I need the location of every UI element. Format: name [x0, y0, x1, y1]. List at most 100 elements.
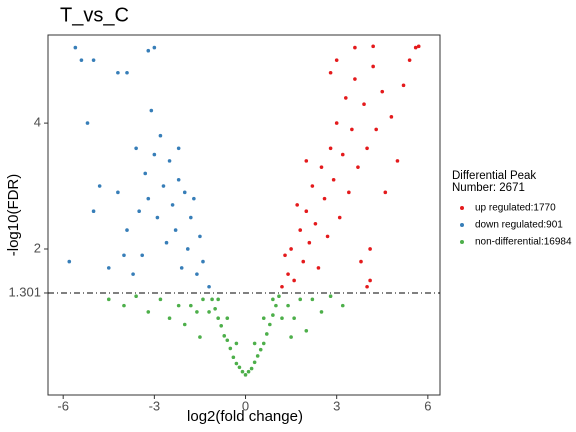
point: [207, 284, 211, 289]
point: [304, 159, 309, 163]
point: [350, 127, 354, 132]
point: [225, 338, 230, 343]
point: [347, 190, 351, 195]
point: [158, 133, 163, 138]
legend-label: up regulated:1770: [475, 203, 556, 214]
point: [249, 366, 254, 371]
point: [328, 70, 333, 75]
point: [261, 316, 266, 321]
point: [252, 360, 257, 365]
point: [219, 323, 224, 328]
point: [85, 121, 90, 125]
point: [146, 310, 151, 314]
y-tick-label: 2: [34, 240, 41, 255]
point: [189, 215, 193, 220]
x-tick-label: -3: [149, 398, 161, 413]
point: [116, 70, 120, 75]
point: [195, 272, 199, 276]
point: [198, 335, 202, 339]
point: [140, 253, 145, 258]
point: [122, 253, 126, 258]
point: [198, 234, 202, 239]
point: [216, 297, 220, 302]
point: [343, 96, 348, 100]
point: [413, 45, 418, 50]
point: [173, 228, 178, 232]
point: [280, 284, 284, 289]
point: [234, 361, 239, 366]
point: [298, 228, 303, 232]
point: [182, 190, 187, 195]
point: [152, 152, 157, 157]
point: [362, 102, 366, 107]
point: [246, 369, 251, 374]
point: [106, 297, 111, 302]
y-tick-label: 4: [34, 115, 41, 130]
point: [201, 259, 205, 264]
point: [167, 159, 172, 163]
point: [222, 334, 227, 338]
point: [91, 209, 96, 214]
point: [73, 45, 78, 50]
point: [328, 294, 333, 298]
point: [368, 278, 372, 283]
point: [255, 354, 260, 358]
plot-frame: [47, 34, 441, 396]
point: [231, 355, 236, 360]
point: [307, 240, 312, 245]
point: [389, 115, 394, 119]
point: [353, 45, 357, 50]
point: [161, 184, 166, 188]
point: [283, 253, 287, 258]
point: [310, 297, 315, 302]
point: [407, 58, 412, 62]
point: [170, 203, 175, 207]
point: [149, 108, 154, 113]
point: [252, 341, 257, 346]
point: [337, 215, 342, 220]
point: [319, 165, 324, 169]
point: [268, 322, 272, 327]
legend-label: non-differential:16984: [475, 237, 572, 248]
point: [143, 171, 148, 176]
point: [182, 322, 187, 327]
point: [97, 184, 102, 188]
point: [401, 83, 406, 88]
point: [289, 335, 293, 339]
point: [286, 303, 290, 308]
point: [225, 316, 230, 321]
point: [274, 303, 278, 308]
point: [310, 184, 315, 188]
point: [240, 369, 245, 374]
point: [134, 294, 138, 298]
point: [213, 306, 217, 311]
point: [146, 196, 151, 201]
point: [137, 209, 141, 214]
point: [416, 44, 421, 49]
point: [207, 310, 211, 314]
legend-title: Number: 2671: [452, 182, 525, 194]
point: [368, 247, 372, 251]
point: [176, 177, 181, 182]
point: [67, 259, 72, 264]
point: [325, 234, 330, 239]
y-tick-label: 1.301: [8, 284, 41, 299]
point: [340, 152, 345, 157]
y-axis-label: -log10(FDR): [5, 174, 22, 257]
point: [210, 297, 214, 302]
point: [228, 346, 233, 351]
point: [264, 332, 269, 336]
point: [152, 45, 157, 50]
point: [216, 316, 220, 321]
x-axis-label: log2(fold change): [187, 408, 303, 425]
point: [189, 303, 193, 308]
point: [374, 127, 378, 132]
point: [286, 272, 290, 276]
point: [353, 77, 357, 81]
legend-marker: [460, 206, 464, 210]
point: [316, 266, 321, 270]
point: [301, 259, 306, 264]
point: [371, 44, 375, 49]
point: [195, 310, 199, 314]
